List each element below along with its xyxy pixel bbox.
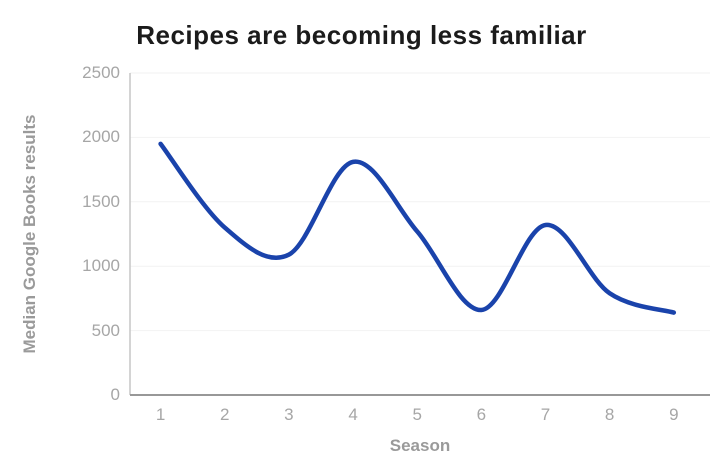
y-tick-label: 1500 [82, 191, 120, 211]
y-tick-label: 2000 [82, 127, 120, 147]
x-tick-label: 3 [284, 405, 294, 424]
x-tick-label: 4 [348, 405, 358, 424]
x-tick-label: 5 [412, 405, 422, 424]
y-tick-label: 0 [110, 385, 120, 404]
y-tick-label: 500 [91, 320, 120, 340]
x-axis-title: Season [389, 436, 451, 455]
x-tick-label: 2 [220, 405, 230, 424]
x-tick-label: 1 [155, 405, 166, 424]
x-tick-label: 7 [540, 405, 551, 424]
data-line-series [158, 141, 677, 315]
x-tick-label: 8 [604, 405, 615, 424]
chart-title: Recipes are becoming less familiar [136, 20, 587, 50]
y-tick-label: 2500 [82, 63, 120, 82]
x-tick-label: 6 [476, 405, 487, 424]
y-tick-label: 1000 [82, 256, 120, 276]
x-tick-label: 9 [669, 405, 679, 424]
